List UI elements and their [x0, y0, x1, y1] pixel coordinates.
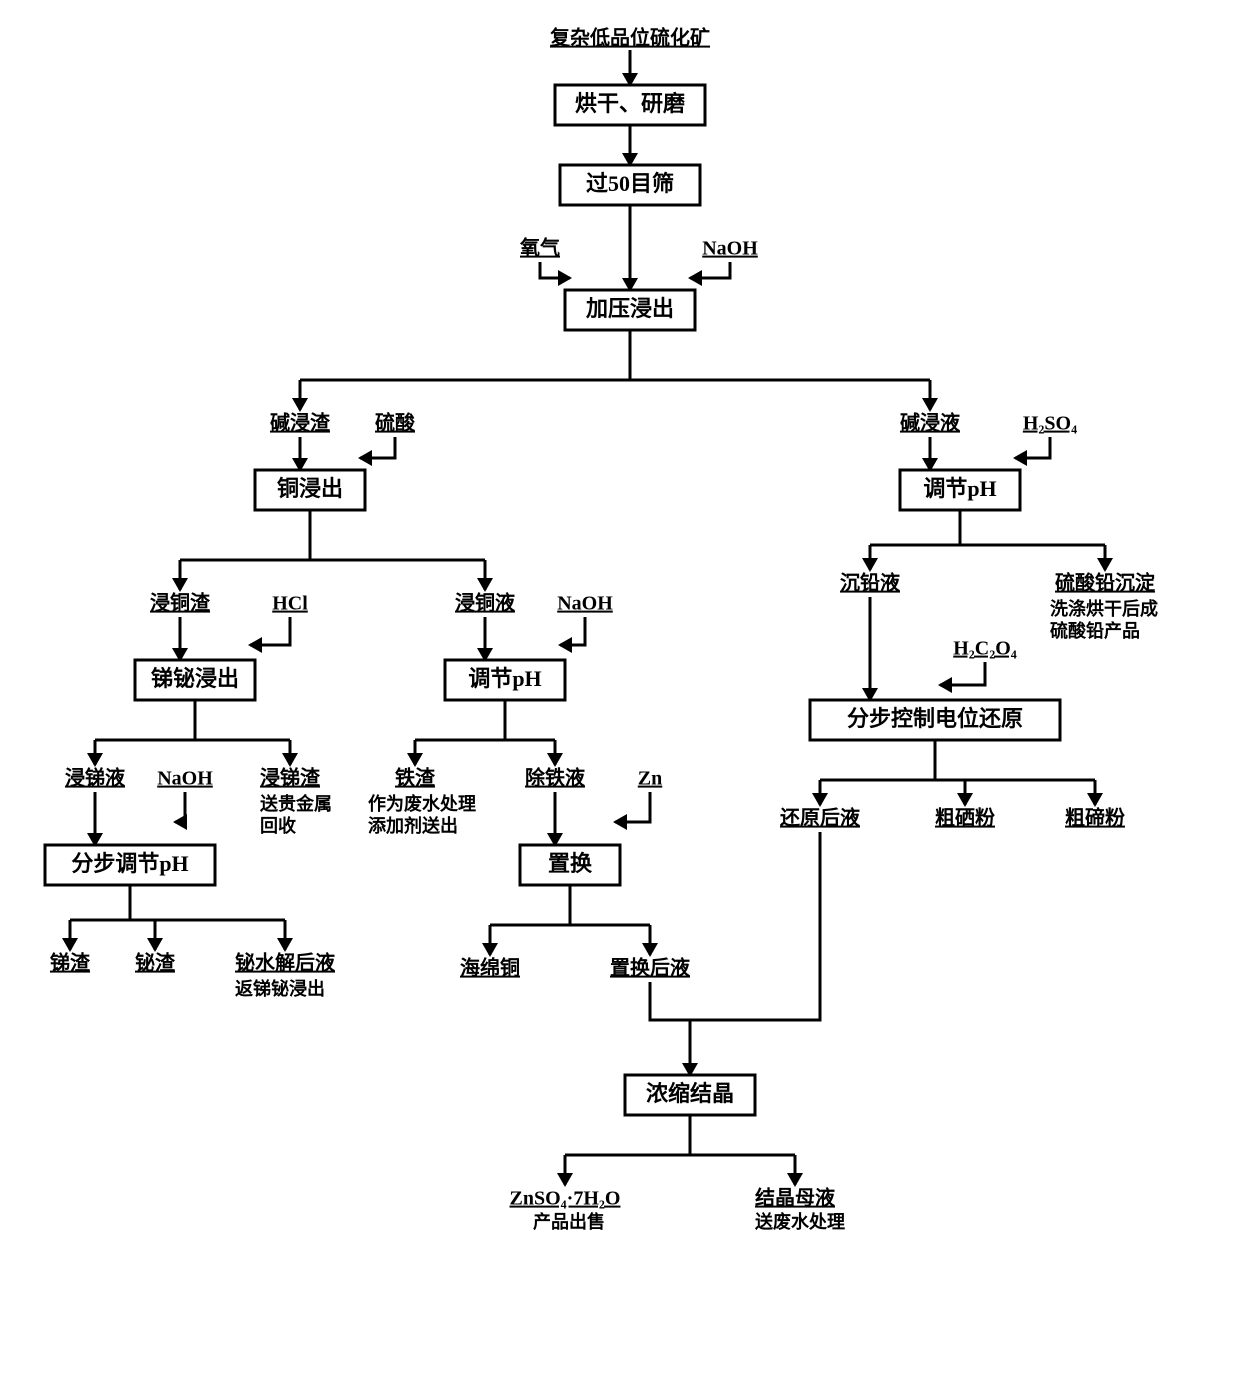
- n_jianye: 碱浸液: [900, 411, 961, 435]
- n_mother_n: 送废水处理: [754, 1211, 845, 1232]
- n_pb_n1: 洗涤烘干后成: [1050, 598, 1158, 619]
- n_adjph_m-label: 调节pH: [468, 666, 541, 691]
- n_stepph-label: 分步调节pH: [71, 851, 188, 876]
- n_bihyd: 铋水解后液: [235, 951, 336, 975]
- n_jianzha: 碱浸渣: [270, 411, 331, 435]
- n_sb_slag: 浸锑渣: [260, 766, 321, 790]
- n_mother: 结晶母液: [755, 1186, 836, 1210]
- n_h2c2o4: H₂C₂O₄: [953, 638, 1017, 660]
- n_dry-label: 烘干、研磨: [575, 91, 685, 116]
- n_hcl: HCl: [272, 593, 308, 615]
- n_start: 复杂低品位硫化矿: [549, 26, 710, 50]
- n_sb_note2: 回收: [260, 815, 296, 836]
- n_conc-label: 浓缩结晶: [646, 1081, 734, 1106]
- n_zn: Zn: [638, 768, 662, 790]
- flowchart-canvas: 复杂低品位硫化矿烘干、研磨过50目筛氧气 NaOH 加压浸出碱浸渣 硫酸铜浸出 碱浸液 H…: [10, 10, 1240, 1384]
- n_sb_note: 送贵金属: [259, 793, 332, 814]
- edge: [690, 262, 730, 278]
- n_sbbi-label: 锑铋浸出: [151, 666, 239, 691]
- n_sieve-label: 过50目筛: [586, 171, 674, 196]
- edge: [540, 262, 570, 278]
- n_sb_liq: 浸锑液: [65, 766, 126, 790]
- edge: [560, 617, 585, 645]
- edge: [940, 662, 985, 685]
- n_adjph_r-label: 调节pH: [923, 476, 996, 501]
- n_sponge: 海绵铜: [460, 956, 520, 980]
- n_cu_liq: 浸铜液: [455, 591, 516, 615]
- n_naoh1: NaOH: [702, 238, 758, 260]
- n_repl-label: 置换: [548, 851, 593, 876]
- n_fe_liq: 除铁液: [525, 766, 586, 790]
- n_h2so4a: 硫酸: [375, 411, 416, 435]
- n_znso4_n: 产品出售: [533, 1211, 605, 1232]
- n_pb_liq: 沉铅液: [840, 571, 901, 595]
- n_bihyd_n: 返锑铋浸出: [235, 978, 325, 999]
- n_red_liq: 还原后液: [779, 806, 861, 830]
- n_naoh3: NaOH: [157, 768, 213, 790]
- n_cu_slag: 浸铜渣: [150, 591, 211, 615]
- edge: [250, 617, 290, 645]
- n_znso4: ZnSO₄·7H₂O: [510, 1188, 621, 1210]
- n_feslag: 铁渣: [395, 766, 436, 790]
- edge: [650, 982, 690, 1050]
- n_h2so4b: H₂SO₄: [1023, 413, 1077, 435]
- n_cu_leach-label: 铜浸出: [277, 476, 343, 501]
- edge: [175, 792, 185, 822]
- edge: [1015, 437, 1050, 458]
- n_pb_prec: 硫酸铅沉淀: [1055, 571, 1156, 595]
- edge: [690, 832, 820, 1020]
- n_o2: 氧气: [519, 236, 560, 260]
- n_te: 粗碲粉: [1065, 806, 1125, 830]
- n_fe_n1: 作为废水处理: [368, 793, 476, 814]
- n_sbslag2: 锑渣: [50, 951, 91, 975]
- edge: [615, 792, 650, 822]
- edge: [360, 437, 395, 458]
- n_bislag: 铋渣: [135, 951, 176, 975]
- n_pb_n2: 硫酸铅产品: [1050, 620, 1140, 641]
- n_repl_liq: 置换后液: [610, 956, 691, 980]
- n_fe_n2: 添加剂送出: [368, 815, 458, 836]
- n_naoh2: NaOH: [557, 593, 613, 615]
- n_se: 粗硒粉: [935, 806, 995, 830]
- n_redux-label: 分步控制电位还原: [847, 706, 1023, 731]
- n_press-label: 加压浸出: [585, 296, 674, 321]
